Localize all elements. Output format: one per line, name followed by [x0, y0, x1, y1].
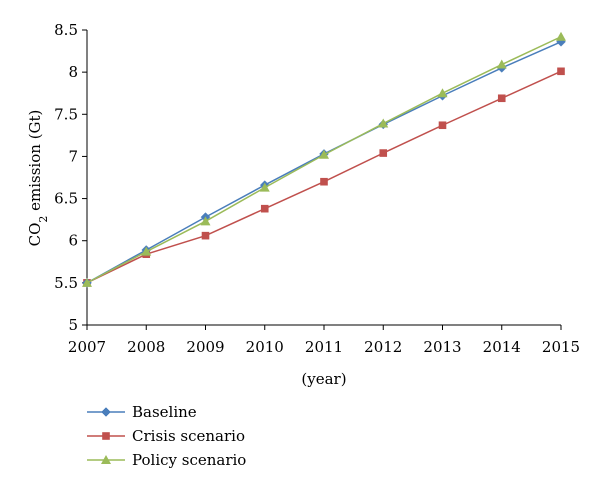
data-point-policy-scenario: [259, 182, 270, 192]
x-tick-label: 2007: [68, 338, 106, 356]
axes: 5 5.5 6 6.5 7 7.5 8 8.5 2007 2008 2009 2010 2011 2012…: [54, 21, 580, 356]
y-tick-label: 8: [68, 63, 78, 81]
plot-area: [87, 30, 561, 325]
y-tick-label: 8.5: [54, 21, 78, 39]
data-point-crisis-scenario: [557, 67, 565, 76]
x-tick-label: 2009: [186, 338, 224, 356]
data-point-policy-scenario: [437, 88, 448, 98]
data-point-policy-scenario: [556, 31, 566, 41]
x-tick-label: 2010: [246, 338, 284, 356]
data-point-crisis-scenario: [260, 204, 269, 213]
data-point-policy-scenario: [496, 59, 507, 69]
plot-background: [87, 30, 561, 325]
legend-item-crisis-scenario: Crisis scenario: [87, 427, 245, 445]
series-policy-scenario: [82, 31, 566, 287]
data-point-policy-scenario: [378, 118, 389, 128]
y-tick-label: 7: [68, 147, 78, 165]
y-tick-label: 5: [68, 316, 78, 334]
data-point-policy-scenario: [200, 216, 211, 226]
y-tick-label: 7.5: [54, 105, 78, 123]
legend-item-baseline: Baseline: [87, 403, 197, 421]
y-tick-label: 5.5: [54, 274, 78, 292]
data-point-crisis-scenario: [379, 149, 388, 157]
data-point-crisis-scenario: [320, 177, 328, 186]
y-axis-title-subscript: 2: [37, 216, 50, 223]
legend-marker-baseline: [101, 407, 111, 417]
data-point-policy-scenario: [319, 149, 329, 159]
legend-label-crisis-scenario: Crisis scenario: [132, 427, 245, 445]
series-layer: [82, 31, 566, 288]
legend-label-policy-scenario: Policy scenario: [132, 451, 246, 469]
x-tick-label: 2012: [364, 338, 402, 356]
x-tick-label: 2011: [305, 338, 343, 356]
x-tick-label: 2014: [483, 338, 521, 356]
x-tick-label: 2013: [423, 338, 461, 356]
y-tick-label: 6.5: [54, 190, 78, 208]
legend-marker-policy-scenario: [101, 455, 111, 464]
y-axis-title-suffix: emission (Gt): [26, 110, 44, 216]
legend-item-policy-scenario: Policy scenario: [87, 451, 246, 469]
legend: Baseline Crisis scenario Policy scenario: [87, 403, 246, 469]
legend-marker-crisis-scenario: [102, 432, 110, 440]
data-point-crisis-scenario: [201, 231, 210, 240]
x-tick-label: 2015: [542, 338, 580, 356]
y-axis-title: CO2 emission (Gt): [26, 110, 50, 247]
y-tick-label: 6: [68, 232, 78, 250]
data-point-crisis-scenario: [497, 94, 506, 103]
data-point-crisis-scenario: [438, 121, 447, 130]
data-point-policy-scenario: [82, 277, 92, 287]
legend-label-baseline: Baseline: [132, 403, 197, 421]
x-tick-label: 2008: [127, 338, 165, 356]
x-axis-title: (year): [301, 370, 346, 388]
data-point-policy-scenario: [141, 246, 152, 256]
y-axis-title-prefix: CO: [26, 223, 44, 247]
